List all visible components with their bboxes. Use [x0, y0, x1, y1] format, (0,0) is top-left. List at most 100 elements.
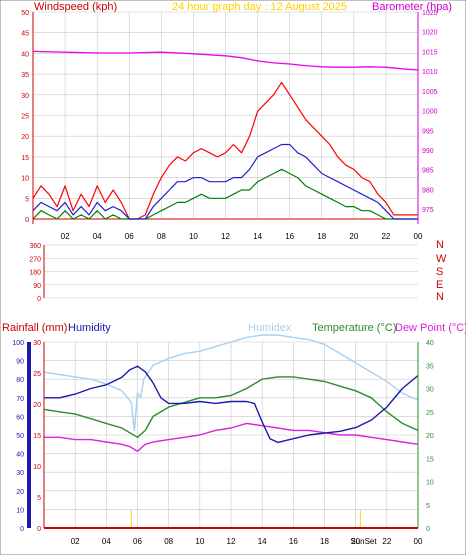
barometer-tick-label: 1015	[422, 49, 438, 56]
wind-time-tick-label: 10	[189, 232, 198, 241]
rain-time-tick-label: 10	[195, 537, 204, 546]
rainfall-tick-label: 30	[33, 340, 41, 347]
rain-time-tick-label: 02	[71, 537, 80, 546]
rain-time-tick-label: 14	[258, 537, 267, 546]
windspeed-tick-label: 40	[21, 51, 29, 58]
barometer-tick-label: 995	[422, 128, 434, 135]
rainfall-tick-label: 5	[37, 495, 41, 502]
barometer-tick-label: 985	[422, 168, 434, 175]
wind-time-tick-label: 08	[157, 232, 166, 241]
wind-time-tick-label: 04	[93, 232, 102, 241]
compass-label: S	[436, 266, 443, 278]
temperature-tick-label: 25	[426, 410, 434, 417]
rainfall-tick-label: 15	[33, 433, 41, 440]
rain-time-tick-label: 18	[320, 537, 329, 546]
windspeed-tick-label: 10	[21, 176, 29, 183]
barometer-tick-label: 980	[422, 187, 434, 194]
humidity-tick-label: 90	[16, 359, 24, 366]
direction-degree-label: 270	[29, 256, 41, 263]
temperature-tick-label: 15	[426, 456, 434, 463]
sunset-label: SunSet	[350, 537, 377, 546]
barometer-axis-ticks: 975 980 985 990 995 1000 1005 1010 1015 1020 1025	[422, 10, 438, 214]
wind-time-tick-label: 18	[317, 232, 326, 241]
humidity-tick-label: 40	[16, 452, 24, 459]
wind-time-tick-label: 20	[349, 232, 358, 241]
direction-grid	[44, 244, 418, 299]
rainfall-tick-label: 0	[37, 526, 41, 533]
windspeed-tick-label: 50	[21, 10, 29, 17]
wind-baro-panel: Windspeed (kph) 24 hour graph day : 12 A…	[21, 1, 452, 241]
compass-label: N	[436, 239, 444, 251]
wind-time-tick-label: 06	[125, 232, 134, 241]
barometer-tick-label: 975	[422, 207, 434, 214]
wind-time-tick-label: 14	[253, 232, 262, 241]
humidity-tick-label: 100	[12, 340, 24, 347]
temperature-tick-label: 5	[426, 503, 430, 510]
baro-line	[32, 50, 419, 71]
rain-humidity-temp-panel: Rainfall (mm) Humidity Humidex Temperatu…	[2, 322, 466, 546]
low-line	[32, 168, 418, 220]
humidity-tick-label: 30	[16, 470, 24, 477]
temperature-label: Temperature (°C)	[312, 322, 396, 334]
windspeed-tick-label: 25	[21, 114, 29, 121]
rainfall-axis-ticks: 0 5 10 15 20 25 30	[33, 340, 41, 533]
barometer-tick-label: 1025	[422, 10, 438, 17]
sun-markers: SunSet	[130, 510, 377, 546]
humidity-tick-label: 10	[16, 507, 24, 514]
windspeed-tick-label: 15	[21, 155, 29, 162]
rain-time-tick-label: 04	[102, 537, 111, 546]
barometer-label: Barometer (hpa)	[372, 1, 452, 13]
humidity-tick-label: 50	[16, 433, 24, 440]
gust-line	[32, 81, 418, 220]
rain-time-tick-label: 22	[382, 537, 391, 546]
rain-time-tick-label: 08	[164, 537, 173, 546]
rainfall-label: Rainfall (mm)	[2, 322, 67, 334]
wind-time-tick-label: 16	[285, 232, 294, 241]
temperature-axis-ticks: 0 5 10 15 20 25 30 35 40	[426, 340, 434, 533]
windspeed-tick-label: 45	[21, 31, 29, 38]
humidity-line	[44, 365, 419, 444]
rainfall-tick-label: 20	[33, 402, 41, 409]
humidex-line	[43, 334, 419, 432]
rainfall-tick-label: 25	[33, 371, 41, 378]
humidex-label: Humidex	[248, 322, 292, 334]
rain-time-tick-label: 06	[133, 537, 142, 546]
temperature-tick-label: 30	[426, 387, 434, 394]
temperature-tick-label: 10	[426, 480, 434, 487]
wind-time-axis-ticks: 02 04 06 08 10 12 14 16 18 20 22 00	[61, 232, 423, 241]
humidity-tick-label: 20	[16, 489, 24, 496]
rain-time-tick-label: 12	[227, 537, 236, 546]
windspeed-tick-label: 35	[21, 72, 29, 79]
rain-time-tick-label: 16	[289, 537, 298, 546]
temperature-tick-label: 35	[426, 363, 434, 370]
humidity-tick-label: 70	[16, 396, 24, 403]
barometer-tick-label: 990	[422, 148, 434, 155]
rainfall-tick-label: 10	[33, 464, 41, 471]
direction-degree-label: 90	[33, 283, 41, 290]
compass-label: W	[436, 253, 447, 265]
rain-time-axis-ticks: 02 04 06 08 10 12 14 16 18 20 22 00	[71, 537, 423, 546]
windspeed-label: Windspeed (kph)	[34, 1, 117, 13]
temperature-tick-label: 20	[426, 433, 434, 440]
wind-time-tick-label: 22	[381, 232, 390, 241]
compass-label: N	[436, 291, 444, 303]
windspeed-axis-ticks: 0 5 10 15 20 25 30 35 40 45 50	[21, 10, 29, 224]
rain-time-tick-label: 20	[351, 537, 360, 546]
windspeed-tick-label: 0	[25, 217, 29, 224]
temperature-line	[43, 376, 419, 438]
graph-title: 24 hour graph day : 12 August 2025	[172, 1, 347, 13]
windspeed-tick-label: 30	[21, 93, 29, 100]
humidity-axis-ticks: 0 10 20 30 40 50 60 70 80 90 100	[12, 340, 24, 533]
direction-degree-ticks: 0 90 180 270 360	[29, 243, 41, 303]
dewpoint-line	[44, 422, 419, 452]
windspeed-tick-label: 5	[25, 196, 29, 203]
compass-label: E	[436, 279, 443, 291]
barometer-tick-label: 1000	[422, 109, 438, 116]
windspeed-tick-label: 20	[21, 134, 29, 141]
direction-degree-label: 360	[29, 243, 41, 250]
